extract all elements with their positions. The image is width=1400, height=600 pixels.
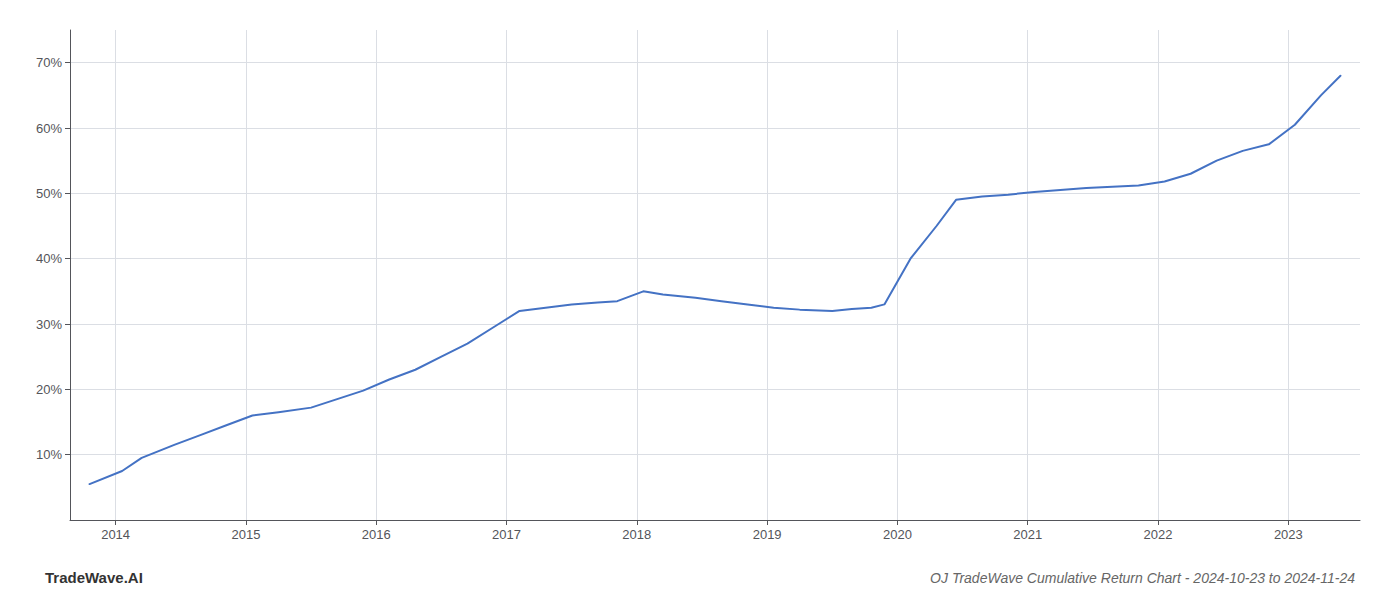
- svg-text:20%: 20%: [36, 382, 62, 397]
- svg-text:60%: 60%: [36, 121, 62, 136]
- svg-text:2016: 2016: [362, 527, 391, 542]
- svg-text:70%: 70%: [36, 55, 62, 70]
- svg-text:2019: 2019: [753, 527, 782, 542]
- svg-text:2015: 2015: [231, 527, 260, 542]
- svg-text:2020: 2020: [883, 527, 912, 542]
- svg-text:TradeWave.AI: TradeWave.AI: [45, 569, 143, 586]
- svg-text:2022: 2022: [1144, 527, 1173, 542]
- svg-text:30%: 30%: [36, 317, 62, 332]
- svg-text:10%: 10%: [36, 447, 62, 462]
- svg-text:2023: 2023: [1274, 527, 1303, 542]
- svg-text:2018: 2018: [622, 527, 651, 542]
- svg-text:2017: 2017: [492, 527, 521, 542]
- svg-text:OJ TradeWave Cumulative Return: OJ TradeWave Cumulative Return Chart - 2…: [930, 570, 1355, 586]
- svg-text:40%: 40%: [36, 251, 62, 266]
- svg-text:50%: 50%: [36, 186, 62, 201]
- svg-text:2021: 2021: [1013, 527, 1042, 542]
- svg-text:2014: 2014: [101, 527, 130, 542]
